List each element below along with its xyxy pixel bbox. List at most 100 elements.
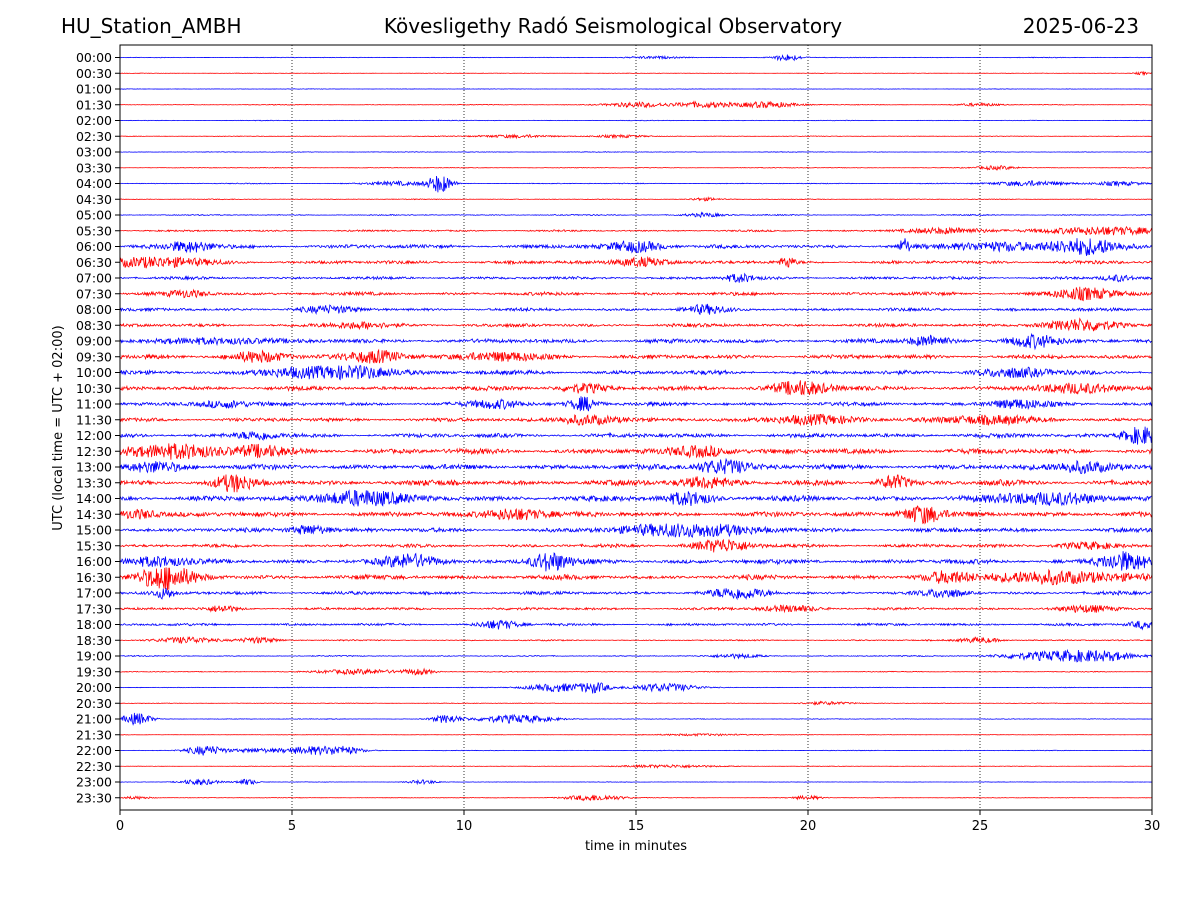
y-tick-label-11: 05:30: [76, 223, 112, 238]
trace-0030: [120, 70, 1152, 77]
trace-0230: [120, 133, 1152, 140]
y-tick-label-39: 19:30: [76, 664, 112, 679]
trace-0300: [120, 151, 1152, 153]
x-axis: 0 5 10 15 20 25 30: [116, 810, 1160, 834]
trace-1530: [120, 538, 1152, 553]
y-tick-label-12: 06:00: [76, 239, 112, 254]
trace-0530: [120, 225, 1152, 236]
y-tick-label-7: 03:30: [76, 160, 112, 175]
date-label: 2025-06-23: [1022, 14, 1139, 38]
y-tick-label-29: 14:30: [76, 507, 112, 522]
trace-0600: [120, 238, 1152, 256]
trace-0430: [120, 196, 1152, 202]
y-tick-label-5: 02:30: [76, 129, 112, 144]
x-tick-label-15: 15: [628, 819, 645, 834]
trace-1600: [120, 551, 1152, 572]
y-tick-label-37: 18:30: [76, 633, 112, 648]
y-tick-label-0: 00:00: [76, 50, 112, 65]
trace-0130: [120, 100, 1152, 109]
y-axis: 00:0000:3001:0001:3002:0002:3003:0003:30…: [76, 50, 120, 805]
trace-0900: [120, 332, 1152, 351]
y-tick-label-4: 02:00: [76, 113, 112, 128]
y-tick-label-23: 11:30: [76, 412, 112, 427]
y-tick-label-9: 04:30: [76, 192, 112, 207]
trace-2030: [120, 700, 1152, 706]
y-tick-label-16: 08:00: [76, 302, 112, 317]
y-tick-label-17: 08:30: [76, 318, 112, 333]
trace-2300: [120, 778, 1152, 786]
y-tick-label-45: 22:30: [76, 759, 112, 774]
trace-1000: [120, 364, 1152, 381]
y-tick-label-38: 19:00: [76, 649, 112, 664]
grid-lines: [291, 45, 981, 810]
y-axis-label: UTC (local time = UTC + 02:00): [51, 325, 66, 530]
y-tick-label-22: 11:00: [76, 397, 112, 412]
x-tick-label-25: 25: [972, 819, 989, 834]
trace-1800: [120, 619, 1152, 631]
x-tick-label-20: 20: [800, 819, 817, 834]
y-tick-label-47: 23:30: [76, 790, 112, 805]
station-name: HU_Station_AMBH: [61, 14, 242, 38]
y-tick-label-26: 13:00: [76, 460, 112, 475]
y-tick-label-25: 12:30: [76, 444, 112, 459]
y-tick-label-41: 20:30: [76, 696, 112, 711]
trace-1100: [120, 396, 1152, 412]
trace-0400: [120, 175, 1152, 193]
y-tick-label-44: 22:00: [76, 743, 112, 758]
y-tick-label-19: 09:30: [76, 349, 112, 364]
trace-1700: [120, 587, 1152, 601]
y-tick-label-33: 16:30: [76, 570, 112, 585]
trace-1930: [120, 667, 1152, 676]
y-tick-label-30: 15:00: [76, 523, 112, 538]
y-tick-label-31: 15:30: [76, 538, 112, 553]
x-tick-label-30: 30: [1144, 819, 1161, 834]
trace-2000: [120, 682, 1152, 694]
trace-0500: [120, 211, 1152, 219]
trace-0800: [120, 303, 1152, 316]
x-tick-label-10: 10: [456, 819, 473, 834]
y-tick-label-8: 04:00: [76, 176, 112, 191]
y-tick-label-21: 10:30: [76, 381, 112, 396]
trace-2130: [120, 732, 1152, 737]
trace-1030: [120, 380, 1152, 396]
observatory-title: Kövesligethy Radó Seismological Observat…: [383, 14, 843, 38]
x-tick-label-5: 5: [288, 819, 296, 834]
trace-1500: [120, 523, 1152, 538]
y-tick-label-34: 17:00: [76, 586, 112, 601]
trace-2230: [120, 763, 1152, 769]
y-tick-label-27: 13:30: [76, 475, 112, 490]
y-tick-label-36: 18:00: [76, 617, 112, 632]
trace-1330: [120, 474, 1152, 493]
trace-1200: [120, 426, 1152, 445]
y-tick-label-18: 09:00: [76, 334, 112, 349]
trace-layer: [120, 54, 1152, 802]
y-tick-label-10: 05:00: [76, 208, 112, 223]
trace-1230: [120, 443, 1152, 460]
trace-1400: [120, 489, 1152, 508]
trace-1430: [120, 505, 1152, 525]
trace-0330: [120, 165, 1152, 171]
y-tick-label-14: 07:00: [76, 271, 112, 286]
y-tick-label-15: 07:30: [76, 286, 112, 301]
trace-1900: [120, 648, 1152, 663]
trace-0700: [120, 272, 1152, 283]
trace-0730: [120, 286, 1152, 302]
x-tick-label-0: 0: [116, 819, 124, 834]
y-tick-label-43: 21:30: [76, 727, 112, 742]
y-tick-label-2: 01:00: [76, 82, 112, 97]
y-tick-label-6: 03:00: [76, 145, 112, 160]
trace-2100: [120, 712, 1152, 726]
trace-0000: [120, 54, 1152, 62]
y-tick-label-20: 10:00: [76, 365, 112, 380]
y-tick-label-46: 23:00: [76, 775, 112, 790]
y-tick-label-24: 12:00: [76, 428, 112, 443]
trace-1300: [120, 457, 1152, 475]
y-tick-label-35: 17:30: [76, 601, 112, 616]
y-tick-label-40: 20:00: [76, 680, 112, 695]
y-tick-label-28: 14:00: [76, 491, 112, 506]
trace-1630: [120, 567, 1152, 591]
trace-0930: [120, 348, 1152, 364]
trace-0830: [120, 317, 1152, 332]
y-tick-label-13: 06:30: [76, 255, 112, 270]
